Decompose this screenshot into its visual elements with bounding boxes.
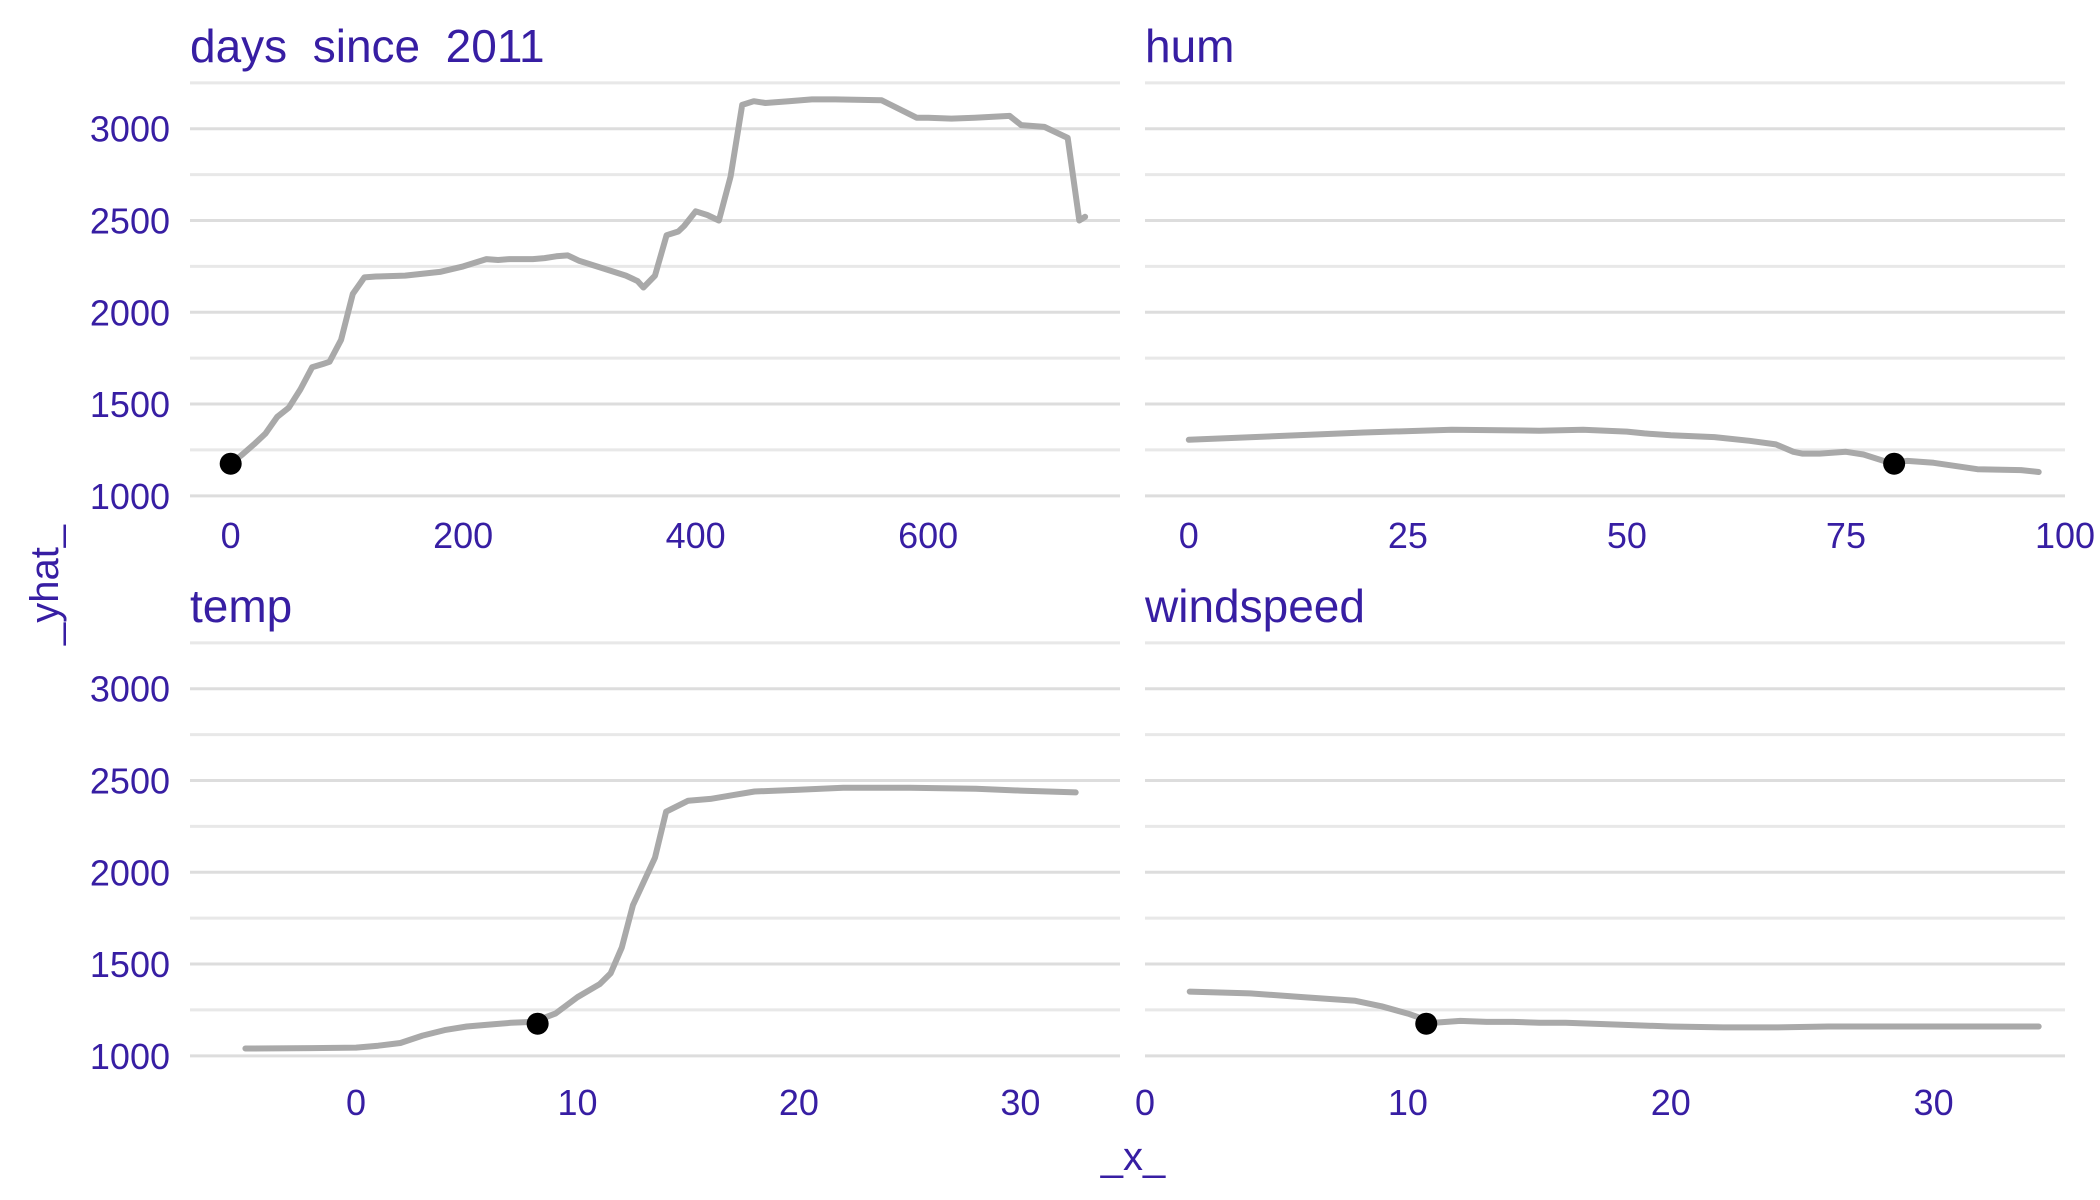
x-tick-label-temp-10: 10 [557, 1082, 597, 1123]
observation-point-hum [1883, 452, 1906, 475]
profile-line-temp [242, 784, 1079, 1052]
profile-line-hum [1185, 426, 2042, 475]
y-tick-label-days-since-2011-2500: 2500 [90, 201, 170, 242]
profile-line-windspeed [1186, 988, 2042, 1031]
panel-title-windspeed: windspeed [1144, 580, 1365, 632]
x-tick-label-hum-25: 25 [1388, 515, 1428, 556]
x-tick-label-hum-0: 0 [1179, 515, 1199, 556]
x-tick-label-windspeed-0: 0 [1135, 1082, 1155, 1123]
x-tick-label-days-since-2011-400: 400 [666, 515, 726, 556]
panel-title-temp: temp [190, 580, 292, 632]
y-tick-label-temp-1500: 1500 [90, 944, 170, 985]
x-tick-label-temp-20: 20 [779, 1082, 819, 1123]
x-tick-label-windspeed-20: 20 [1651, 1082, 1691, 1123]
x-tick-label-days-since-2011-200: 200 [433, 515, 493, 556]
x-tick-label-temp-30: 30 [1000, 1082, 1040, 1123]
y-axis-title: _yhat_ [23, 524, 67, 646]
panel-title-hum: hum [1145, 20, 1234, 72]
x-tick-label-windspeed-10: 10 [1388, 1082, 1428, 1123]
y-tick-label-temp-2000: 2000 [90, 852, 170, 893]
y-tick-label-days-since-2011-1500: 1500 [90, 384, 170, 425]
x-axis-title: _x_ [1100, 1135, 1166, 1179]
x-tick-label-hum-75: 75 [1826, 515, 1866, 556]
y-tick-label-days-since-2011-3000: 3000 [90, 109, 170, 150]
x-tick-label-hum-100: 100 [2035, 515, 2095, 556]
x-tick-label-days-since-2011-600: 600 [898, 515, 958, 556]
observation-point-temp [526, 1012, 549, 1035]
y-tick-label-temp-2500: 2500 [90, 761, 170, 802]
profile-line-days-since-2011 [227, 96, 1089, 467]
y-tick-label-days-since-2011-1000: 1000 [90, 476, 170, 517]
panel-title-days-since-2011: days since 2011 [190, 20, 545, 72]
x-tick-label-temp-0: 0 [346, 1082, 366, 1123]
x-tick-label-hum-50: 50 [1607, 515, 1647, 556]
y-tick-label-days-since-2011-2000: 2000 [90, 292, 170, 333]
y-tick-label-temp-1000: 1000 [90, 1036, 170, 1077]
x-tick-label-days-since-2011-0: 0 [221, 515, 241, 556]
x-tick-label-windspeed-30: 30 [1914, 1082, 1954, 1123]
y-tick-label-temp-3000: 3000 [90, 669, 170, 710]
observation-point-days-since-2011 [219, 452, 242, 475]
observation-point-windspeed [1415, 1012, 1438, 1035]
